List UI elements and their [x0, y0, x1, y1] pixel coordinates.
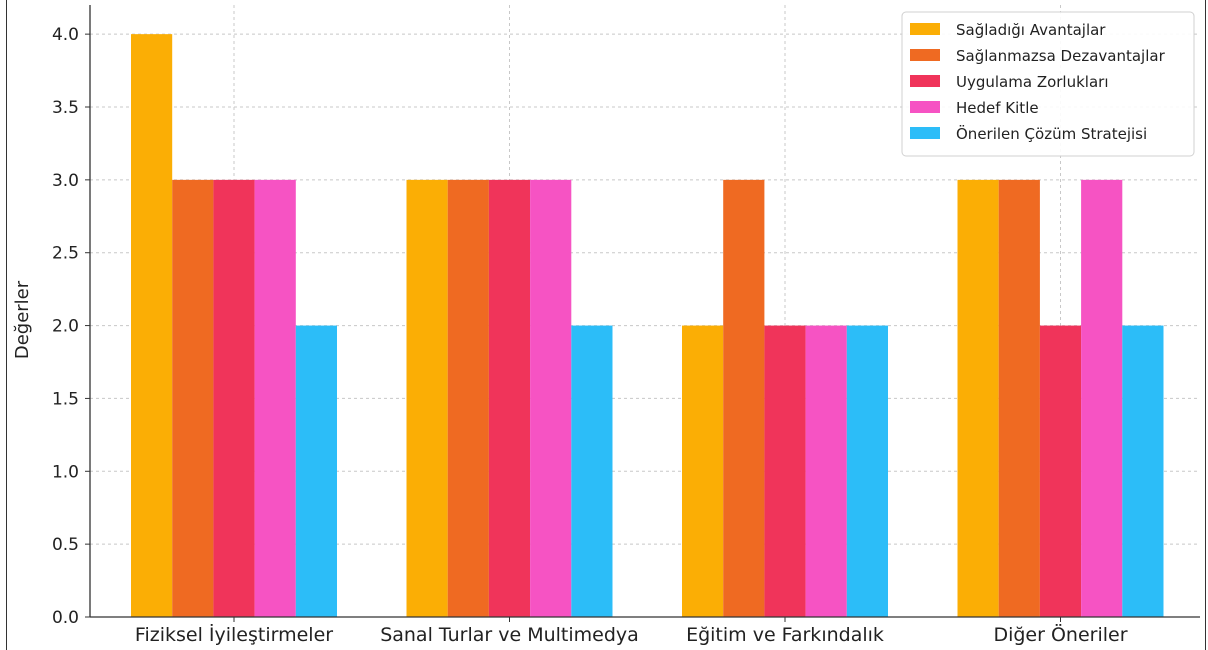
x-tick-labels: Fiziksel İyileştirmeler Sanal Turlar ve M…	[135, 617, 1128, 646]
legend-swatch	[910, 127, 940, 139]
legend-swatch	[910, 49, 940, 61]
x-tick-label: Fiziksel İyileştirmeler	[135, 623, 333, 646]
bar	[846, 325, 888, 617]
x-tick-label: Diğer Öneriler	[993, 623, 1127, 646]
y-tick-label: 0.0	[52, 608, 79, 628]
chart-frame	[6, 0, 1206, 650]
y-tick-label: 3.5	[52, 98, 79, 118]
x-tick-label: Sanal Turlar ve Multimedya	[380, 624, 639, 646]
y-tick-label: 1.0	[52, 462, 79, 482]
bar	[295, 325, 337, 617]
y-tick-label: 2.0	[52, 317, 79, 337]
legend-box	[901, 11, 1195, 157]
bar	[682, 325, 724, 617]
legend-label: Önerilen Çözüm Stratejisi	[956, 124, 1147, 143]
bar	[957, 179, 999, 617]
bar	[805, 325, 847, 617]
bar	[172, 179, 214, 617]
bar	[131, 34, 173, 617]
y-tick-label: 0.5	[52, 535, 79, 555]
x-tick-label: Eğitim ve Farkındalık	[686, 624, 884, 646]
y-tick-label: 3.0	[52, 171, 79, 191]
legend-label: Sağlanmazsa Dezavantajlar	[956, 47, 1166, 65]
bar	[723, 179, 765, 617]
bar	[571, 325, 613, 617]
bar	[488, 179, 531, 617]
y-tick-label: 2.5	[52, 244, 79, 264]
legend: Sağladığı Avantajlar Sağlanmazsa Dezavant…	[901, 11, 1195, 157]
bars	[131, 34, 1164, 617]
bar	[254, 179, 296, 617]
y-axis-label: Değerler	[12, 280, 33, 359]
bar	[1081, 179, 1123, 617]
bar	[1039, 325, 1082, 617]
legend-label: Uygulama Zorlukları	[956, 73, 1109, 91]
bar	[1122, 325, 1164, 617]
bar	[213, 179, 255, 617]
bar	[764, 325, 806, 617]
legend-label: Sağladığı Avantajlar	[956, 21, 1106, 39]
bar	[998, 179, 1040, 617]
y-tick-label: 4.0	[52, 25, 79, 45]
legend-label: Hedef Kitle	[956, 99, 1039, 117]
y-tick-labels: 0.0 0.5 1.0 1.5 2.0 2.5 3.0 3.5 4.0	[52, 25, 90, 628]
bar	[447, 179, 489, 617]
bar	[406, 179, 448, 617]
bar	[530, 179, 572, 617]
legend-swatch	[910, 23, 940, 35]
legend-swatch	[910, 101, 940, 113]
legend-swatch	[910, 75, 940, 87]
y-tick-label: 1.5	[52, 389, 79, 409]
